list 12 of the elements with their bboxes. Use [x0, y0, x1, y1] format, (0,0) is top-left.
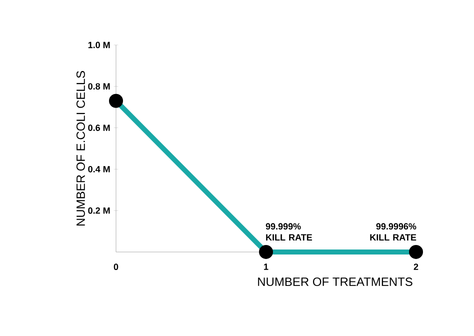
y-tick-label: 0.4 M	[88, 166, 110, 172]
annotation: 99.9996% KILL RATE	[370, 223, 416, 240]
y-tick-label: 0.8 M	[88, 83, 110, 90]
x-tick-label: 2	[414, 264, 418, 270]
annotation: 99.999% KILL RATE	[266, 223, 312, 240]
x-tick-label: 1	[264, 264, 268, 270]
y-tick-label: 0.2 M	[88, 207, 110, 214]
y-axis-title: NUMBER OF E.COLI CELLS	[76, 71, 85, 226]
x-tick-label: 0	[114, 264, 118, 270]
x-axis-title: NUMBER OF TREATMENTS	[258, 278, 412, 286]
y-tick-label: 0.6 M	[88, 124, 110, 131]
y-tick-label: 1.0 M	[88, 42, 110, 48]
